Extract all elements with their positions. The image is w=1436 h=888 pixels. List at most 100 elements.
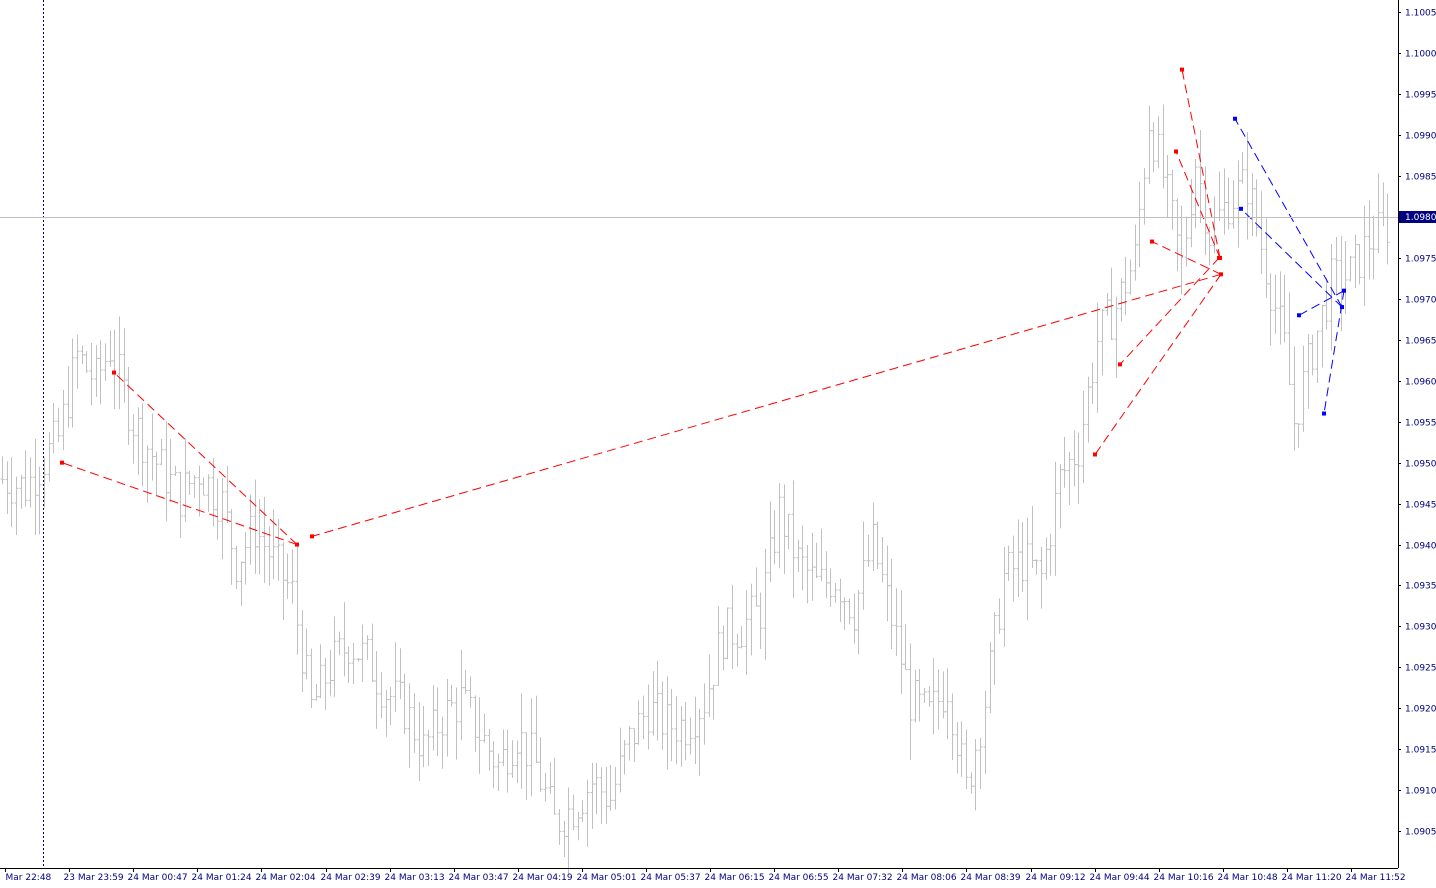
price-bar bbox=[908, 643, 913, 760]
price-bar bbox=[1006, 545, 1011, 582]
price-bar bbox=[580, 799, 585, 823]
x-tick-label: 24 Mar 05:01 bbox=[577, 873, 637, 883]
price-bar bbox=[342, 602, 347, 677]
price-bar bbox=[543, 772, 548, 802]
x-tick-label: 24 Mar 02:04 bbox=[256, 873, 316, 883]
price-bar bbox=[627, 725, 632, 761]
price-bar bbox=[739, 626, 744, 649]
price-bar bbox=[1034, 559, 1039, 575]
y-tick-label: 1.0985 bbox=[1405, 173, 1436, 183]
annotation-point bbox=[1118, 362, 1122, 367]
annotation-point bbox=[1217, 255, 1221, 260]
annotation-point bbox=[1180, 67, 1184, 72]
price-bar bbox=[1315, 330, 1320, 384]
price-bar bbox=[529, 698, 534, 797]
price-bar bbox=[1170, 169, 1175, 230]
annotation-lines bbox=[60, 67, 1346, 547]
price-bar bbox=[702, 683, 707, 745]
price-bar bbox=[782, 484, 787, 575]
price-bar bbox=[1287, 292, 1292, 386]
x-tick-label: Mar 22:48 bbox=[6, 873, 52, 883]
price-bar bbox=[285, 553, 290, 599]
price-bar bbox=[833, 583, 838, 603]
x-tick-label: 24 Mar 10:16 bbox=[1154, 873, 1214, 883]
price-bar bbox=[707, 654, 712, 717]
price-bar bbox=[225, 465, 230, 524]
price-bar bbox=[402, 673, 407, 735]
price-bar bbox=[1053, 461, 1058, 576]
price-bar bbox=[1367, 200, 1372, 280]
annotation-segment bbox=[1119, 257, 1220, 365]
y-tick-label: 1.0975 bbox=[1405, 255, 1436, 265]
price-bar bbox=[1236, 160, 1241, 248]
price-bar bbox=[234, 545, 239, 590]
price-bar bbox=[772, 510, 777, 565]
x-tick-label: 24 Mar 06:55 bbox=[769, 873, 829, 883]
price-bar bbox=[1184, 216, 1189, 267]
price-bar bbox=[1133, 224, 1138, 281]
x-tick-label: 24 Mar 08:39 bbox=[961, 873, 1021, 883]
price-bar bbox=[164, 420, 169, 522]
price-bar bbox=[1002, 547, 1007, 647]
price-bar bbox=[768, 501, 773, 583]
price-bar bbox=[126, 366, 131, 445]
price-bar bbox=[1161, 104, 1166, 189]
price-bar bbox=[332, 616, 337, 697]
y-tick-label: 1.0920 bbox=[1405, 705, 1436, 715]
annotation-segment bbox=[61, 462, 298, 546]
price-bar bbox=[14, 476, 19, 536]
price-bar bbox=[257, 499, 262, 575]
price-bar bbox=[1273, 274, 1278, 334]
price-bar bbox=[997, 598, 1002, 634]
annotation-segment bbox=[1323, 290, 1345, 414]
price-bar bbox=[786, 513, 791, 550]
price-bar bbox=[871, 502, 876, 572]
annotation-point bbox=[112, 370, 116, 375]
price-bar bbox=[61, 389, 66, 451]
price-bar bbox=[66, 366, 71, 428]
annotation-segment bbox=[1175, 151, 1221, 259]
price-bar bbox=[112, 329, 117, 410]
price-bar bbox=[1072, 430, 1077, 487]
price-bar bbox=[356, 658, 361, 662]
price-bar bbox=[1245, 132, 1250, 240]
price-bar bbox=[70, 338, 75, 428]
price-bar bbox=[37, 466, 42, 535]
price-bar bbox=[805, 544, 810, 604]
price-bar bbox=[1123, 256, 1128, 316]
price-bar bbox=[398, 648, 403, 700]
price-bar bbox=[150, 413, 155, 481]
price-bar bbox=[1011, 535, 1016, 602]
price-bar bbox=[1231, 180, 1236, 229]
price-bar bbox=[861, 521, 866, 610]
price-bar bbox=[931, 658, 936, 735]
price-bar bbox=[1175, 198, 1180, 272]
price-bar bbox=[665, 676, 670, 770]
price-bar bbox=[1030, 505, 1035, 568]
price-bar bbox=[482, 713, 487, 743]
price-bar bbox=[1259, 191, 1264, 275]
price-bar bbox=[47, 432, 52, 482]
price-bar bbox=[655, 660, 660, 741]
price-bar bbox=[800, 525, 805, 591]
price-bar bbox=[777, 483, 782, 569]
price-bar bbox=[721, 625, 726, 671]
price-bar bbox=[454, 687, 459, 760]
current-price-box bbox=[1399, 211, 1436, 223]
price-bar bbox=[98, 340, 103, 405]
x-tick-label: 24 Mar 09:12 bbox=[1026, 873, 1086, 883]
x-tick-label: 24 Mar 06:15 bbox=[705, 873, 765, 883]
price-bar bbox=[1371, 215, 1376, 280]
price-bar bbox=[613, 767, 618, 810]
price-bar bbox=[505, 729, 510, 793]
annotation-point bbox=[1342, 288, 1346, 293]
price-bar bbox=[1240, 152, 1245, 184]
price-bar bbox=[281, 541, 286, 621]
price-bar bbox=[763, 548, 768, 660]
price-bar bbox=[384, 690, 389, 737]
price-bar bbox=[229, 508, 234, 585]
price-bar bbox=[309, 648, 314, 708]
price-bar bbox=[435, 687, 440, 756]
